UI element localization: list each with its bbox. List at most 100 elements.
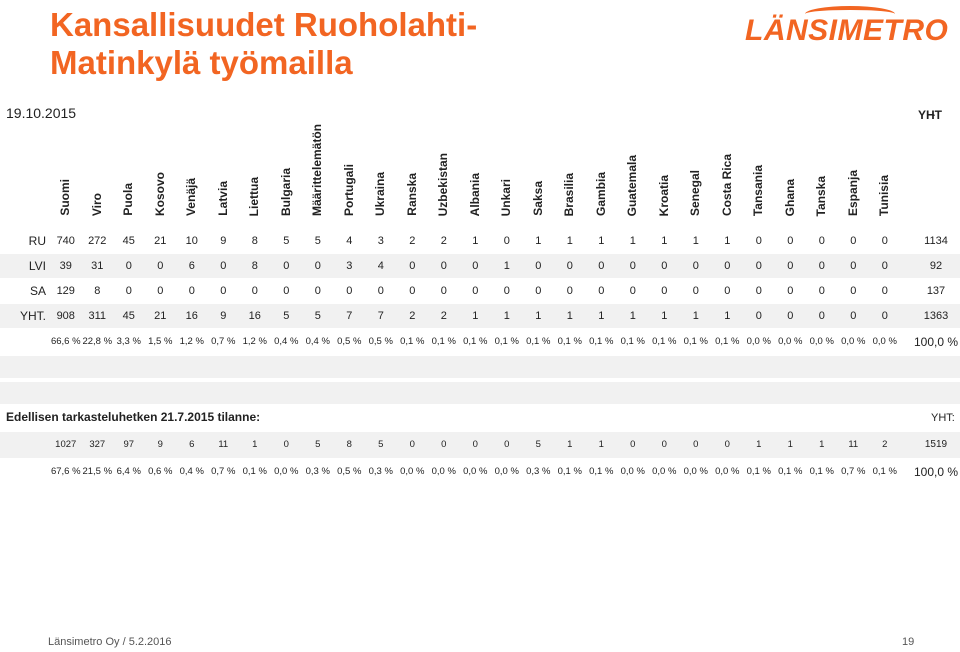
previous-percent-row: 67,6 % 21,5 % 6,4 % 0,6 % 0,4 % 0,7 % 0,1 % 0,0… — [0, 458, 960, 486]
table-cell: 0,6 % — [148, 466, 173, 477]
table-cell: 5 — [535, 439, 541, 450]
country-header: Kosovo — [145, 97, 176, 222]
row-total: 1363 — [923, 310, 949, 322]
table-cell: 0,1 % — [400, 336, 425, 347]
country-name: Ghana — [782, 178, 797, 216]
table-cell: 9 — [157, 439, 163, 450]
table-cell: 21 — [154, 235, 167, 247]
country-name: Brasilia — [562, 172, 577, 216]
table-cell: 0,1 % — [242, 466, 267, 477]
table-cell: 5 — [315, 439, 321, 450]
country-name: Venäjä — [184, 177, 199, 216]
table-cell: 1 — [598, 310, 605, 322]
table-cell: 0,7 % — [211, 466, 236, 477]
country-header: Liettua — [239, 97, 271, 222]
country-name: Tanska — [814, 175, 829, 216]
table-cell: 327 — [89, 439, 106, 450]
country-name: Costa Rica — [719, 153, 734, 216]
table-cell: 0,1 % — [715, 336, 740, 347]
table-cell: 0 — [188, 285, 195, 297]
table-cell: 6,4 % — [116, 466, 141, 477]
table-cell: 45 — [122, 310, 135, 322]
logo-text: LÄNSIMETRO — [745, 14, 949, 47]
section2-title: Edellisen tarkasteluhetken 21.7.2015 til… — [6, 410, 261, 424]
table-cell: 0,7 % — [211, 336, 236, 347]
table-cell: 1 — [598, 235, 605, 247]
country-name: Portugali — [341, 163, 356, 216]
table-cell: 8 — [94, 285, 101, 297]
table-cell: 0,5 % — [368, 336, 393, 347]
country-name: Viro — [89, 192, 104, 216]
table-cell: 0 — [220, 260, 227, 272]
country-header: Venäjä — [176, 97, 208, 222]
table-cell: 7 — [377, 310, 384, 322]
table-cell: 0 — [787, 310, 794, 322]
table-cell: 1027 — [55, 439, 77, 450]
table-cell: 45 — [122, 235, 135, 247]
row-total: 137 — [926, 285, 946, 297]
table-cell: 0 — [693, 439, 699, 450]
row-label: SA — [29, 284, 46, 298]
table-cell: 0,0 % — [683, 466, 708, 477]
table-cell: 0,1 % — [589, 466, 614, 477]
table-cell: 1 — [535, 235, 542, 247]
table-cell: 10 — [185, 235, 198, 247]
table-cell: 1 — [472, 235, 479, 247]
country-name: Suomi — [58, 179, 73, 216]
percent-row: 66,6 % 22,8 % 3,3 % 1,5 % 1,2 % 0,7 % 1,2 % 0,4… — [0, 328, 960, 356]
table-cell: 0,0 % — [463, 466, 488, 477]
table-cell: 21,5 % — [82, 466, 113, 477]
table-cell: 1,2 % — [179, 336, 204, 347]
table-cell: 0 — [661, 285, 668, 297]
table-cell: 0 — [724, 439, 730, 450]
country-name: Senegal — [688, 169, 703, 216]
table-cell: 0 — [440, 260, 447, 272]
table-cell: 21 — [154, 310, 167, 322]
table-cell: 1 — [692, 310, 699, 322]
table-cell: 0 — [441, 439, 447, 450]
country-name: Guatemala — [625, 154, 640, 216]
logo-arc-icon — [805, 6, 895, 22]
table-cell: 9 — [220, 310, 227, 322]
table-cell: 0 — [377, 285, 384, 297]
country-header: Ranska — [397, 97, 428, 222]
report-date: 19.10.2015 — [6, 105, 77, 121]
country-name: Liettua — [247, 176, 262, 216]
country-header: Gambia — [586, 97, 617, 222]
row-total: 1134 — [924, 235, 948, 247]
table-cell: 5 — [283, 310, 290, 322]
table-cell: 3 — [377, 235, 384, 247]
table-cell: 0 — [818, 310, 825, 322]
table-cell: 0 — [504, 439, 510, 450]
table-cell: 0,3 % — [368, 466, 393, 477]
row-label: LVI — [28, 259, 46, 273]
table-cell: 272 — [88, 235, 107, 247]
table-cell: 0 — [314, 260, 321, 272]
table-cell: 31 — [91, 260, 104, 272]
table-cell: 0 — [440, 285, 447, 297]
table-cell: 0 — [472, 260, 479, 272]
country-name: Määrittelemätön — [310, 123, 325, 216]
table-cell: 0,1 % — [683, 336, 708, 347]
country-name: Tunisia — [877, 174, 892, 216]
table-cell: 1 — [566, 235, 573, 247]
table-cell: 0 — [724, 260, 731, 272]
table-cell: 8 — [251, 260, 258, 272]
header-dot: . — [932, 103, 936, 119]
table-cell: 0,1 % — [463, 336, 488, 347]
table-cell: 8 — [346, 439, 352, 450]
table-cell: 0 — [850, 285, 857, 297]
table-cell: 0,4 % — [274, 336, 299, 347]
table-cell: 8 — [251, 235, 258, 247]
table-cell: 0,0 % — [715, 466, 740, 477]
table-cell: 1 — [567, 439, 573, 450]
country-header: Viro — [82, 97, 113, 222]
total-header: YHT — [918, 108, 942, 122]
table-row: YHT. 908 311 45 21 16 9 16 5 5 7 7 2 2 1 1 1 1 1 1 1 1 1 0 0 0 0 0 1… — [0, 304, 960, 328]
country-name: Kroatia — [656, 174, 671, 216]
table-cell: 0,0 % — [872, 336, 897, 347]
country-name: Uzbekistan — [436, 152, 451, 216]
table-cell: 0 — [850, 310, 857, 322]
table-row: SA 129 8 0 0 0 0 0 0 0 0 0 0 0 0 0 0 0 0 0 0 0 0 0 0 0 0 0 137 — [0, 279, 960, 303]
table-cell: 7 — [346, 310, 353, 322]
